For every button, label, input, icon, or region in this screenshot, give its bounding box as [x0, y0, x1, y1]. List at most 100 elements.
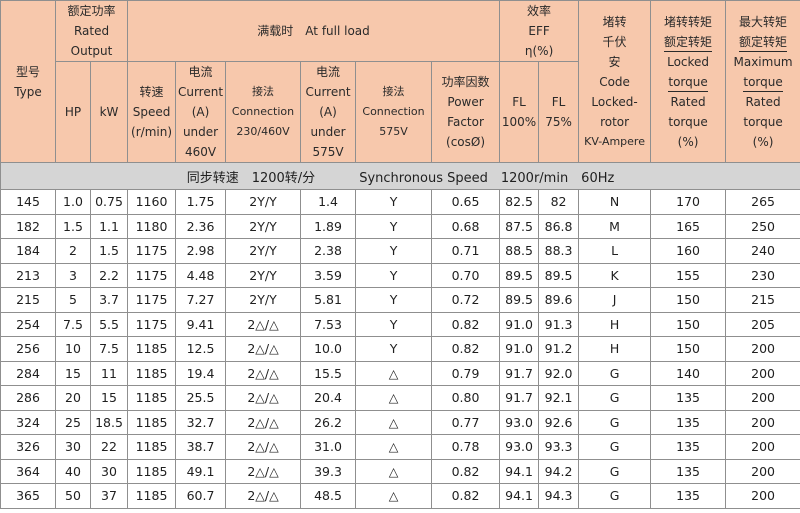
header-connection-575: 接法 Connection 575V — [355, 61, 433, 163]
connection-230-460-cell: 2△/△ — [225, 409, 302, 435]
sync-speed-cn: 同步转速 1200转/分 — [186, 170, 316, 186]
current-460-cell: 7.27 — [175, 287, 227, 313]
hp-cell: 50 — [55, 483, 91, 509]
max-torque-cell: 200 — [725, 385, 800, 411]
power-factor-cell: 0.78 — [431, 434, 501, 460]
hp-cell: 40 — [55, 458, 91, 484]
hp-cell: 2 — [55, 238, 91, 264]
locked-torque-cell: 155 — [650, 262, 727, 288]
locked-torque-cell: 165 — [650, 213, 727, 239]
max-torque-cell: 250 — [725, 213, 800, 239]
eff-fl75-cell: 82 — [538, 189, 580, 215]
sync-speed-banner: 同步转速 1200转/分 Synchronous Speed 1200r/min … — [0, 162, 800, 190]
model-cell: 254 — [0, 311, 56, 337]
eff-fl75-cell: 94.3 — [538, 483, 580, 509]
model-cell: 365 — [0, 483, 56, 509]
power-factor-cell: 0.82 — [431, 458, 501, 484]
connection-230-460-cell: 2Y/Y — [225, 238, 302, 264]
header-power-factor: 功率因数 Power Factor (cosØ) — [431, 61, 501, 163]
kw-cell: 2.2 — [89, 262, 129, 288]
max-torque-cell: 200 — [725, 458, 800, 484]
hp-cell: 7.5 — [55, 311, 91, 337]
eff-fl75-cell: 89.6 — [538, 287, 580, 313]
model-cell: 213 — [0, 262, 56, 288]
header-fl75: FL 75% — [538, 61, 580, 163]
connection-230-460-cell: 2△/△ — [225, 360, 302, 386]
eff-fl75-cell: 86.8 — [538, 213, 580, 239]
max-torque-cell: 200 — [725, 336, 800, 362]
current-460-cell: 2.36 — [175, 213, 227, 239]
locked-torque-cell: 150 — [650, 336, 727, 362]
current-460-cell: 49.1 — [175, 458, 227, 484]
power-factor-cell: 0.82 — [431, 311, 501, 337]
model-cell: 215 — [0, 287, 56, 313]
code-cell: G — [578, 409, 652, 435]
eff-fl75-cell: 94.2 — [538, 458, 580, 484]
table-row: 365 50 37 1185 60.7 2△/△ 48.5 △ 0.82 94.1 94.3 G 135… — [0, 483, 800, 509]
eff-fl100-cell: 91.0 — [499, 336, 540, 362]
table-row: 215 5 3.7 1175 7.27 2Y/Y 5.81 Y 0.72 89.5 89.6 J 150… — [0, 287, 800, 313]
connection-230-460-cell: 2Y/Y — [225, 189, 302, 215]
current-460-cell: 1.75 — [175, 189, 227, 215]
model-cell: 182 — [0, 213, 56, 239]
code-cell: J — [578, 287, 652, 313]
current-575-cell: 26.2 — [300, 409, 357, 435]
header-fl100: FL 100% — [499, 61, 540, 163]
model-cell: 184 — [0, 238, 56, 264]
current-575-cell: 20.4 — [300, 385, 357, 411]
header-current-575: 电流 Current (A) under 575V — [300, 61, 357, 163]
eff-fl100-cell: 93.0 — [499, 409, 540, 435]
header-speed: 转速 Speed (r/min) — [127, 61, 177, 163]
speed-cell: 1175 — [127, 238, 177, 264]
connection-575-cell: Y — [355, 213, 433, 239]
power-factor-cell: 0.80 — [431, 385, 501, 411]
eff-fl75-cell: 91.2 — [538, 336, 580, 362]
connection-230-460-cell: 2Y/Y — [225, 213, 302, 239]
current-460-cell: 2.98 — [175, 238, 227, 264]
connection-575-cell: △ — [355, 409, 433, 435]
connection-575-cell: Y — [355, 189, 433, 215]
power-factor-cell: 0.72 — [431, 287, 501, 313]
current-460-cell: 12.5 — [175, 336, 227, 362]
hp-cell: 25 — [55, 409, 91, 435]
eff-fl100-cell: 91.7 — [499, 385, 540, 411]
connection-575-cell: Y — [355, 238, 433, 264]
connection-230-460-cell: 2△/△ — [225, 336, 302, 362]
power-factor-cell: 0.82 — [431, 483, 501, 509]
max-torque-cell: 215 — [725, 287, 800, 313]
locked-torque-cell: 150 — [650, 287, 727, 313]
eff-fl100-cell: 93.0 — [499, 434, 540, 460]
connection-230-460-cell: 2△/△ — [225, 458, 302, 484]
code-cell: N — [578, 189, 652, 215]
code-cell: G — [578, 385, 652, 411]
connection-575-cell: △ — [355, 458, 433, 484]
speed-cell: 1185 — [127, 360, 177, 386]
connection-575-cell: △ — [355, 360, 433, 386]
kw-cell: 7.5 — [89, 336, 129, 362]
current-575-cell: 1.89 — [300, 213, 357, 239]
hp-cell: 10 — [55, 336, 91, 362]
hp-cell: 1.0 — [55, 189, 91, 215]
kw-cell: 15 — [89, 385, 129, 411]
current-460-cell: 25.5 — [175, 385, 227, 411]
table-row: 286 20 15 1185 25.5 2△/△ 20.4 △ 0.80 91.7 92.1 G 135… — [0, 385, 800, 411]
speed-cell: 1185 — [127, 434, 177, 460]
current-575-cell: 1.4 — [300, 189, 357, 215]
model-cell: 145 — [0, 189, 56, 215]
kw-cell: 18.5 — [89, 409, 129, 435]
current-575-cell: 2.38 — [300, 238, 357, 264]
code-cell: M — [578, 213, 652, 239]
power-factor-cell: 0.79 — [431, 360, 501, 386]
connection-575-cell: △ — [355, 434, 433, 460]
table-row: 284 15 11 1185 19.4 2△/△ 15.5 △ 0.79 91.7 92.0 G 140… — [0, 360, 800, 386]
current-575-cell: 39.3 — [300, 458, 357, 484]
hp-cell: 30 — [55, 434, 91, 460]
header-locked-torque: 堵转转矩 额定转矩 Locked torque Rated torque (%) — [650, 0, 727, 163]
connection-575-cell: △ — [355, 385, 433, 411]
current-575-cell: 15.5 — [300, 360, 357, 386]
code-cell: K — [578, 262, 652, 288]
eff-fl100-cell: 91.7 — [499, 360, 540, 386]
connection-230-460-cell: 2△/△ — [225, 385, 302, 411]
model-cell: 364 — [0, 458, 56, 484]
speed-cell: 1185 — [127, 385, 177, 411]
